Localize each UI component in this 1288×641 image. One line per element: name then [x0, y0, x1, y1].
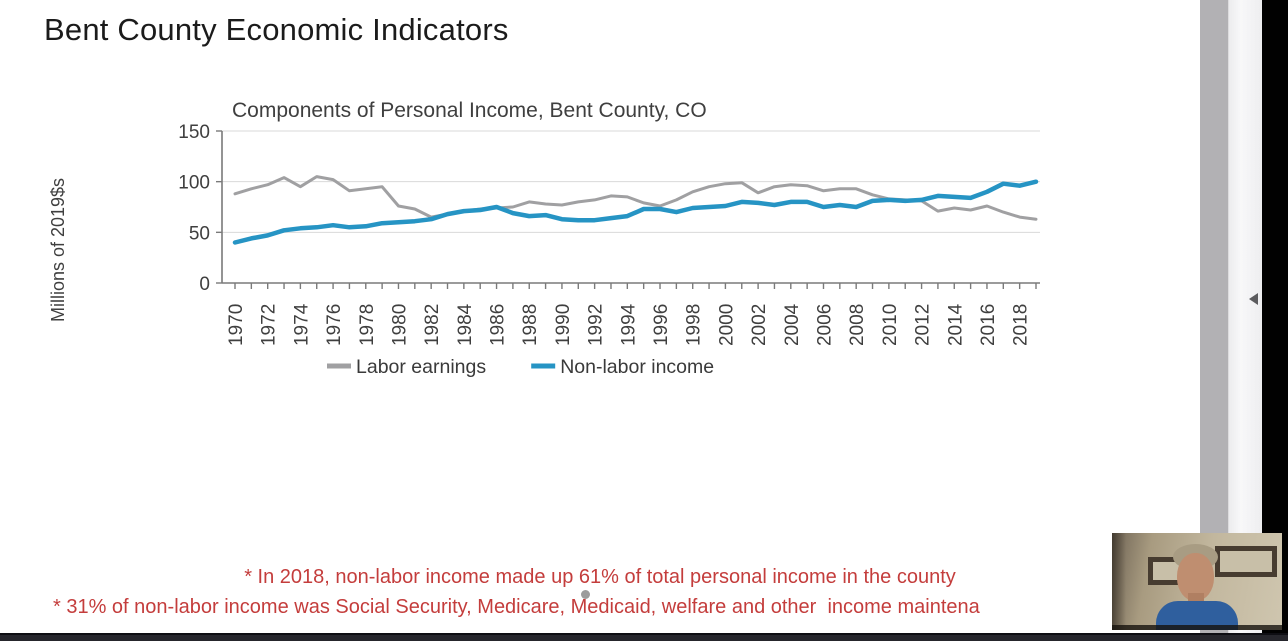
webcam-vignette: [1112, 533, 1126, 630]
x-tick-label: 2018: [1011, 304, 1032, 346]
x-tick-label: 2012: [913, 304, 934, 346]
x-tick-label: 2006: [814, 304, 835, 346]
x-tick-label: 1990: [553, 304, 574, 346]
bottom-bar: [0, 633, 1288, 641]
x-tick-label: 1984: [455, 303, 476, 346]
x-tick-label: 1992: [586, 304, 607, 346]
side-panel: [1228, 0, 1263, 633]
y-tick-label: 50: [189, 223, 210, 244]
x-tick-label: 2016: [978, 304, 999, 346]
picture-frame-right: [1215, 546, 1277, 577]
x-tick-label: 2004: [782, 303, 803, 346]
scrollbar[interactable]: [1200, 0, 1228, 633]
collapse-left-arrow-icon[interactable]: [1249, 293, 1258, 305]
x-tick-label: 1998: [684, 304, 705, 346]
income-chart: Components of Personal Income, Bent Coun…: [48, 99, 1040, 378]
labor-earnings-legend-label: Labor earnings: [356, 356, 486, 378]
x-tick-label: 1976: [324, 304, 345, 346]
pointer-dot: [581, 590, 590, 599]
presentation-slide: Bent County Economic Indicators Componen…: [0, 0, 1200, 633]
non-labor-income-line: [232, 179, 1039, 245]
y-tick-label: 100: [178, 173, 210, 194]
y-tick-label: 150: [178, 122, 210, 143]
chart-title: Components of Personal Income, Bent Coun…: [232, 99, 707, 122]
x-tick-label: 1974: [291, 303, 312, 346]
x-tick-label: 1988: [520, 304, 541, 346]
note-line-1: * In 2018, non-labor income made up 61% …: [244, 566, 956, 588]
x-tick-label: 1982: [422, 304, 443, 346]
non-labor-income-legend-label: Non-labor income: [560, 356, 714, 378]
x-tick-label: 1994: [618, 303, 639, 346]
x-tick-label: 2008: [847, 304, 868, 346]
x-tick-label: 1972: [259, 304, 280, 346]
y-tick-label: 0: [199, 274, 210, 295]
y-axis-label: Millions of 2019$s: [48, 178, 68, 322]
x-tick-label: 1980: [389, 304, 410, 346]
note-line-2: * 31% of non-labor income was Social Sec…: [53, 596, 980, 618]
x-tick-label: 1996: [651, 304, 672, 346]
webcam-bottom-edge: [1112, 625, 1282, 630]
x-tick-label: 1986: [488, 304, 509, 346]
x-tick-label: 2002: [749, 304, 770, 346]
x-tick-label: 1978: [357, 304, 378, 346]
x-tick-label: 2014: [945, 303, 966, 346]
x-tick-label: 2010: [880, 304, 901, 346]
slide-title: Bent County Economic Indicators: [44, 12, 509, 47]
webcam-overlay: [1112, 533, 1282, 630]
x-tick-label: 1970: [226, 304, 247, 346]
x-tick-label: 2000: [716, 304, 737, 346]
